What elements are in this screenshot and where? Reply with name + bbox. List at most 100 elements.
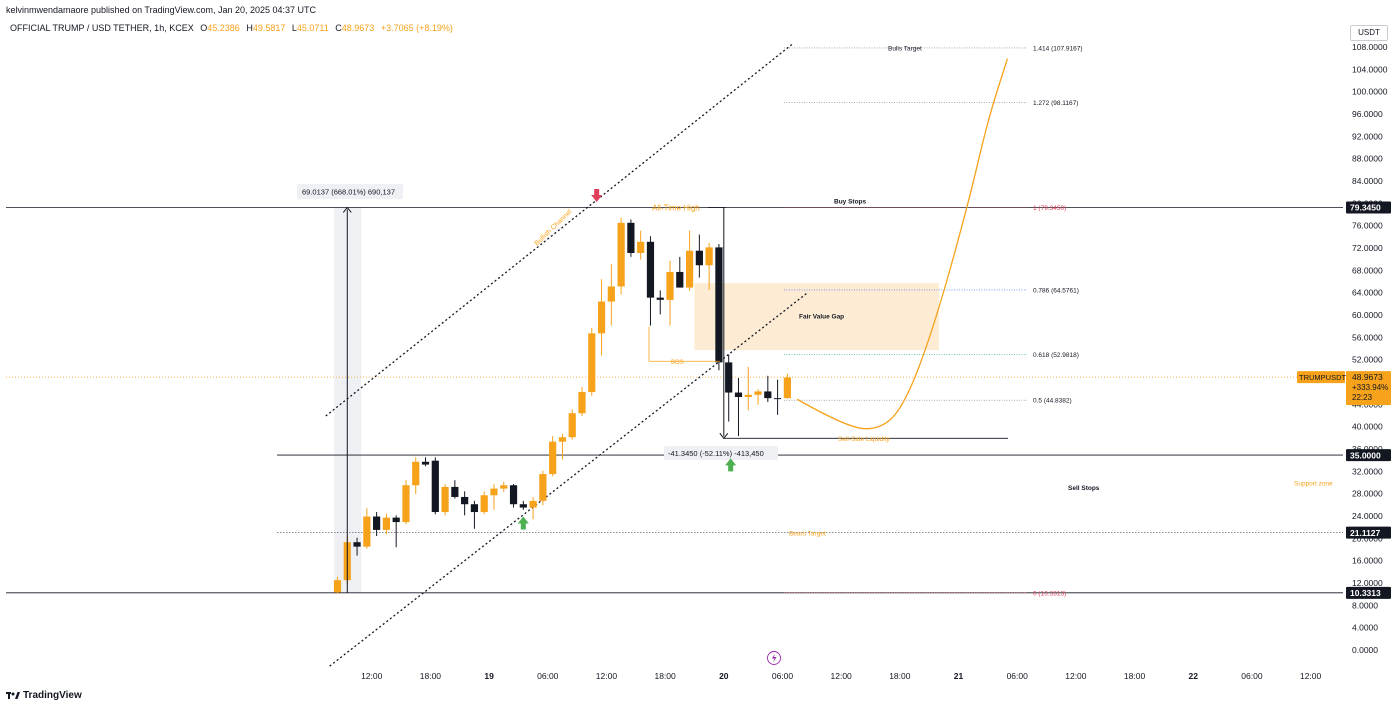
candle: [685, 230, 694, 291]
bulls-target-label: Bulls Target: [888, 46, 922, 53]
candle-body: [461, 496, 469, 505]
candle-body: [470, 504, 479, 513]
x-tick-label: 18:00: [420, 671, 442, 681]
candle: [783, 373, 791, 399]
support-zone-label: Support zone: [1294, 481, 1333, 488]
candle: [774, 379, 782, 415]
fair-value-gap-zone: [694, 283, 939, 351]
symbol-badge-label: TRUMPUSDT: [1299, 373, 1346, 382]
x-tick-label: 18:00: [889, 671, 911, 681]
publisher-text: kelvinmwendamaore published on TradingVi…: [6, 5, 317, 15]
low-value: 45.0711: [296, 23, 329, 33]
y-tick-label: 96.0000: [1352, 109, 1383, 119]
candle: [568, 409, 576, 440]
candle-body: [607, 286, 615, 302]
candle: [764, 375, 772, 403]
candle-body: [597, 301, 606, 334]
price-badge-current-label: 48.9673: [1352, 372, 1383, 382]
candle-body: [676, 271, 684, 288]
price-badge-label-2: 35.0000: [1350, 450, 1381, 460]
measure-down-arrowhead: [719, 433, 729, 440]
sell-stops-label: Sell Stops: [1068, 485, 1100, 492]
candle-body: [695, 250, 703, 266]
buy-marker-icon-1: [725, 458, 737, 472]
y-tick-label: 100.0000: [1352, 87, 1388, 97]
candle-body: [725, 362, 733, 393]
candle: [607, 264, 615, 326]
y-tick-label: 4.0000: [1352, 623, 1378, 633]
candle-body: [637, 241, 645, 253]
candle: [461, 491, 469, 516]
quote-currency-button[interactable]: USDT: [1350, 25, 1388, 41]
symbol-title[interactable]: OFFICIAL TRUMP / USD TETHER, 1h, KCEX: [10, 23, 194, 33]
x-tick-label: 12:00: [1300, 671, 1322, 681]
low-label: L: [291, 23, 297, 33]
fib-label-3: 0.786 (64.5761): [1033, 287, 1079, 294]
change-value: +3.7065 (+8.19%): [380, 23, 453, 33]
projection-path: [796, 58, 1009, 430]
bos-label: BOS: [671, 360, 684, 366]
candle-body: [539, 474, 547, 501]
y-tick-label: 36.0000: [1352, 444, 1383, 454]
bullish-channel-label: Bullish Channel: [534, 208, 574, 247]
countdown-badge-label: 22:23: [1352, 393, 1373, 402]
y-tick-label: 64.0000: [1352, 288, 1383, 298]
candle: [333, 576, 342, 593]
x-tick-label: 12:00: [361, 671, 383, 681]
candle: [490, 484, 498, 510]
candle-body: [392, 517, 400, 523]
candle-body: [646, 241, 655, 298]
candle-body: [705, 247, 713, 266]
y-tick-label: 16.0000: [1352, 556, 1383, 566]
candle: [392, 515, 400, 548]
tradingview-footer: TradingView: [6, 690, 82, 701]
y-tick-label: 56.0000: [1352, 332, 1383, 342]
candle: [470, 500, 479, 529]
y-tick-label: 76.0000: [1352, 221, 1383, 231]
price-badge-4: [1346, 586, 1391, 599]
fib-label-1: 1.272 (98.1167): [1033, 100, 1078, 107]
candle: [656, 290, 664, 315]
candle-body: [402, 485, 410, 523]
symbol-legend: OFFICIAL TRUMP / USD TETHER, 1h, KCEX O4…: [10, 21, 453, 35]
candle: [431, 457, 439, 515]
price-badge-current: [1346, 371, 1391, 406]
lightning-bolt-icon: [772, 653, 777, 663]
candle-body: [529, 500, 537, 508]
candle-body: [382, 517, 390, 530]
candle-body: [519, 504, 527, 508]
channel-upper-line: [325, 43, 793, 417]
x-tick-label: 12:00: [831, 671, 853, 681]
x-tick-label: 18:00: [1124, 671, 1146, 681]
high-value: 49.5817: [252, 23, 286, 33]
y-tick-label: 104.0000: [1352, 64, 1388, 74]
x-tick-label: 21: [954, 671, 964, 681]
buy-marker-icon-0: [517, 516, 529, 530]
candle: [754, 389, 762, 405]
y-tick-label: 108.0000: [1352, 42, 1388, 52]
candle-body: [744, 394, 752, 398]
candle: [412, 457, 420, 495]
measure-down-label: -41.3450 (-52.11%) -413,450: [668, 449, 764, 458]
candle-body: [353, 542, 361, 547]
tradingview-logo-icon: [6, 692, 20, 700]
x-tick-label: 19: [484, 671, 494, 681]
candle: [539, 470, 547, 506]
candle-body: [568, 413, 576, 438]
measure-up-label: 69.0137 (668.01%) 690,137: [302, 188, 395, 197]
candle-body: [441, 486, 449, 513]
close-label: C: [335, 23, 342, 33]
candle-body: [509, 485, 518, 505]
candle: [715, 244, 723, 371]
fib-label-4: 0.618 (52.9818): [1033, 352, 1079, 359]
price-badge-3: [1346, 526, 1391, 539]
y-tick-label: 32.0000: [1352, 466, 1383, 476]
candle: [421, 457, 430, 467]
candle-body: [656, 297, 664, 300]
candle: [480, 491, 488, 515]
candle-body: [617, 222, 625, 287]
candle-body: [451, 486, 459, 497]
candle-body: [558, 437, 567, 442]
candle-body: [500, 485, 508, 489]
